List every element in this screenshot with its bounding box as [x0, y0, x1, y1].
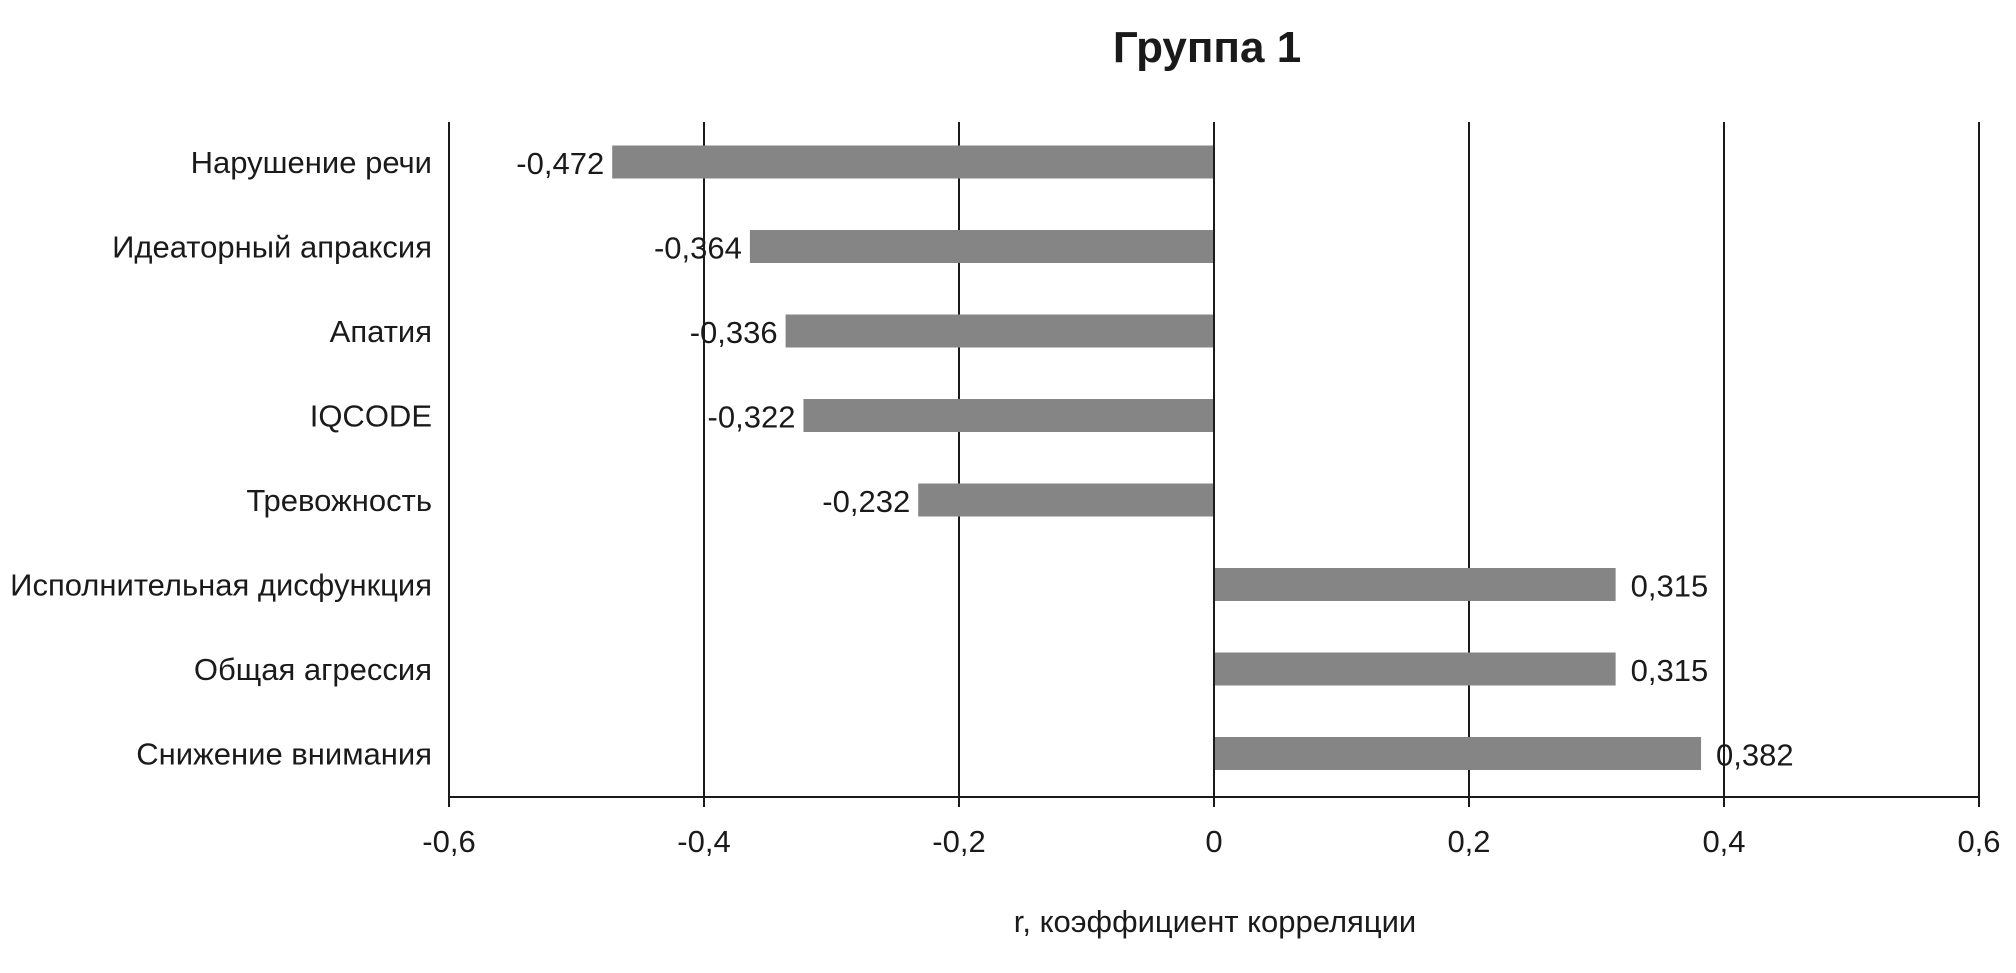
data-label: -0,472	[516, 146, 604, 181]
category-label: Идеаторный апраксия	[112, 230, 432, 265]
bar	[749, 230, 1214, 263]
category-label: Общая агрессия	[194, 652, 432, 687]
x-axis-title: r, коэффициент корреляции	[1014, 904, 1417, 939]
x-tick-label: 0,6	[1957, 824, 2000, 859]
bar	[1214, 652, 1616, 686]
data-label: -0,364	[654, 231, 742, 266]
category-label: Тревожность	[246, 483, 432, 518]
data-label: -0,322	[708, 400, 796, 435]
data-label: 0,315	[1631, 569, 1709, 604]
x-tick-label: -0,6	[422, 824, 475, 859]
chart-title: Группа 1	[1113, 23, 1301, 72]
category-label: Апатия	[330, 314, 432, 349]
value-labels: -0,472 -0,364 -0,336 -0,322 -0,232 0,315 0,315…	[516, 146, 1793, 773]
x-tick-label: -0,4	[677, 824, 730, 859]
x-tick-label: 0,2	[1447, 824, 1490, 859]
bars	[612, 122, 1702, 797]
x-tick-label: 0,4	[1702, 824, 1745, 859]
category-label: Снижение внимания	[136, 737, 432, 772]
x-axis: -0,6 -0,4 -0,2 0 0,2 0,4 0,6	[422, 796, 2001, 859]
data-label: 0,315	[1631, 653, 1709, 688]
data-label: -0,336	[690, 315, 778, 350]
bar	[785, 314, 1214, 348]
data-label: 0,382	[1716, 738, 1794, 773]
bar	[1214, 737, 1702, 770]
x-tick-label: 0	[1205, 824, 1222, 859]
bar	[803, 399, 1214, 432]
bar	[918, 483, 1214, 517]
category-label: IQCODE	[310, 399, 432, 434]
x-tick-label: -0,2	[932, 824, 985, 859]
category-label: Исполнительная дисфункция	[10, 568, 432, 603]
data-label: -0,232	[822, 484, 910, 519]
bar	[612, 145, 1214, 179]
category-labels: Нарушение речи Идеаторный апраксия Апатия I…	[10, 145, 432, 772]
bar	[1214, 568, 1616, 601]
category-label: Нарушение речи	[191, 145, 432, 180]
